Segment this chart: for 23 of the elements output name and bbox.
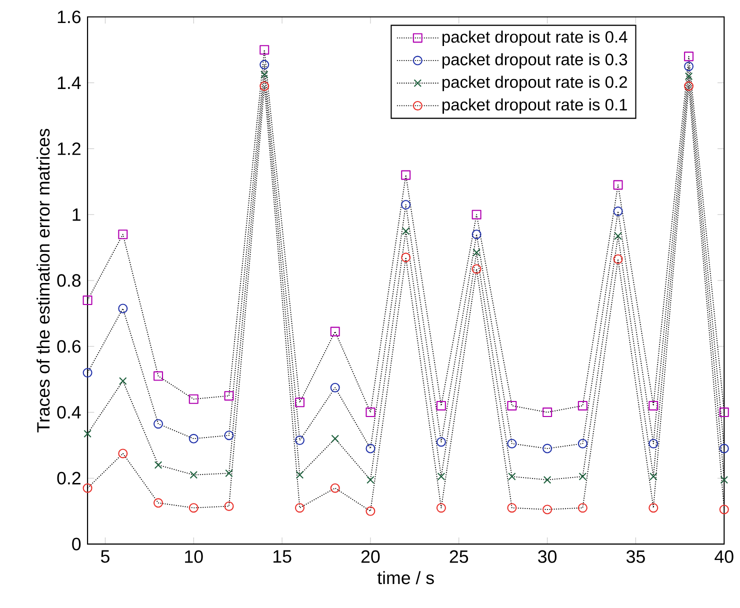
x-tick-label: 5 — [100, 550, 110, 563]
y-tick-label: 0.2 — [57, 472, 80, 485]
x-tick-label: 40 — [714, 550, 734, 564]
y-tick-label: 0.6 — [57, 340, 81, 353]
y-tick-label: 0.4 — [57, 406, 81, 419]
legend-label: packet dropout rate is 0.4 — [442, 30, 628, 46]
y-tick-label: 0.8 — [57, 274, 81, 287]
legend-label: packet dropout rate is 0.3 — [442, 53, 628, 69]
x-tick-label: 15 — [274, 550, 292, 563]
legend-label: packet dropout rate is 0.1 — [442, 98, 627, 114]
y-axis-title: Traces of the estimation error matrices — [36, 128, 50, 433]
x-tick-label: 25 — [450, 550, 468, 564]
x-tick-label: 35 — [626, 550, 645, 564]
y-tick-label: 1.2 — [58, 142, 80, 156]
y-tick-label: 1.4 — [58, 76, 81, 90]
y-tick-label: 0 — [72, 538, 81, 551]
x-tick-label: 30 — [538, 550, 557, 564]
y-tick-label: 1 — [72, 208, 80, 221]
x-axis-title: time / s — [377, 571, 434, 584]
x-tick-label: 20 — [361, 550, 380, 564]
y-tick-label: 1.6 — [58, 10, 81, 24]
legend-label: packet dropout rate is 0.2 — [442, 76, 627, 92]
x-tick-label: 10 — [185, 550, 203, 564]
